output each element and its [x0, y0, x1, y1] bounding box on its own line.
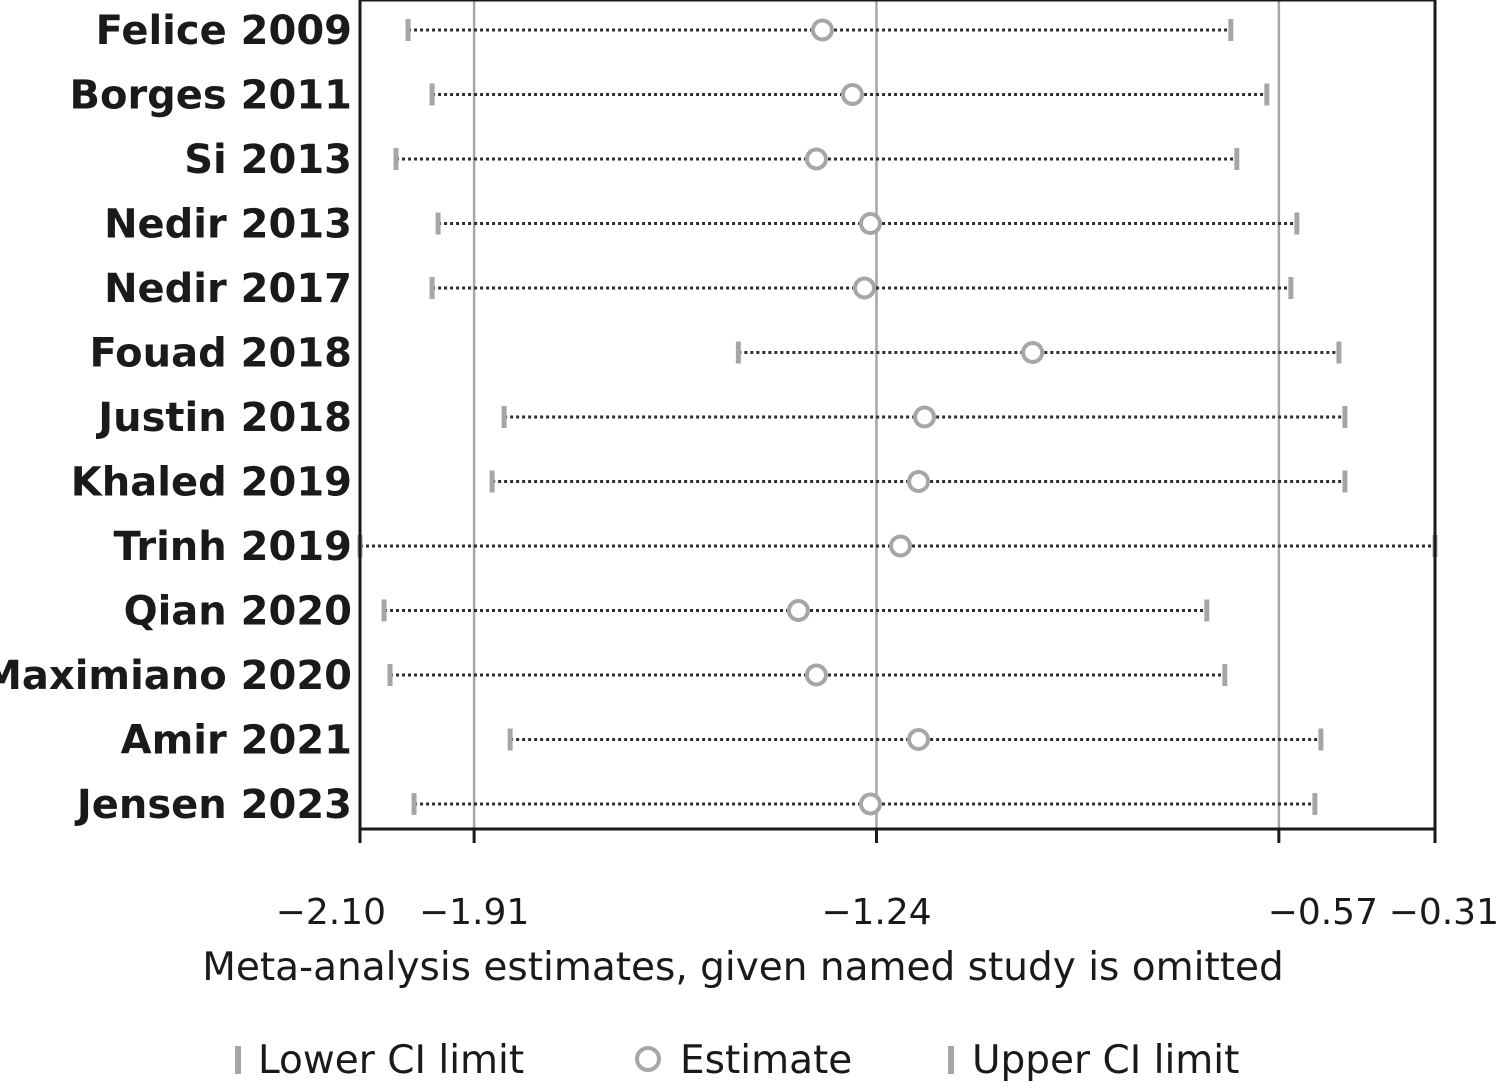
study-label: Jensen 2023: [74, 782, 352, 828]
estimate-marker: [907, 470, 931, 493]
legend-lower-ci-label: Lower CI limit: [258, 1038, 524, 1083]
plot-frame: [358, 0, 1437, 831]
estimate-marker: [907, 728, 931, 751]
reference-lines: [472, 0, 1281, 829]
study-row: Amir 2021: [121, 718, 1324, 764]
x-tick-label: −0.57: [1268, 892, 1378, 933]
study-label: Maximiano 2020: [0, 653, 352, 699]
estimate-marker: [913, 405, 937, 429]
study-row: Jensen 2023: [74, 782, 1318, 828]
study-row: Maximiano 2020: [0, 653, 1228, 699]
estimate-marker: [1021, 341, 1045, 364]
estimate-marker: [858, 792, 882, 816]
x-tick-label: −1.24: [821, 892, 931, 933]
estimate-marker: [786, 599, 810, 622]
estimate-marker: [804, 147, 828, 171]
study-row: Felice 2009: [96, 8, 1234, 54]
x-tick-label: −1.91: [419, 892, 529, 933]
study-row: Nedir 2013: [104, 202, 1300, 248]
study-row: Trinh 2019: [113, 524, 1438, 570]
x-tick-label: −0.31: [1389, 892, 1499, 933]
study-row: Si 2013: [184, 137, 1240, 183]
legend-lower-ci-marker: [235, 1046, 241, 1074]
study-label: Fouad 2018: [89, 331, 352, 377]
estimate-marker: [840, 83, 864, 106]
estimate-marker: [858, 212, 882, 235]
study-label: Felice 2009: [96, 8, 352, 54]
study-label: Qian 2020: [124, 589, 352, 635]
study-label: Si 2013: [184, 137, 352, 183]
estimate-marker: [852, 276, 876, 300]
estimate-marker: [804, 663, 828, 687]
x-axis-title: Meta-analysis estimates, given named stu…: [202, 945, 1284, 990]
study-label: Nedir 2013: [104, 202, 352, 248]
study-row: Borges 2011: [69, 73, 1270, 119]
study-label: Khaled 2019: [71, 460, 352, 506]
estimate-marker: [810, 18, 834, 42]
estimate-marker: [889, 534, 913, 558]
study-row: Qian 2020: [124, 589, 1210, 635]
study-label: Justin 2018: [95, 395, 352, 441]
x-axis-ticks: −2.10 −1.91 −1.24 −0.57 −0.31: [276, 829, 1499, 933]
legend-estimate-label: Estimate: [680, 1038, 852, 1083]
legend-estimate-marker: [635, 1046, 661, 1072]
legend-upper-ci-marker: [948, 1046, 954, 1074]
study-row: Justin 2018: [95, 395, 1348, 441]
study-label: Amir 2021: [121, 718, 352, 764]
study-label: Trinh 2019: [113, 524, 352, 570]
legend: Lower CI limit Estimate Upper CI limit: [235, 1038, 1239, 1083]
study-row: Fouad 2018: [89, 331, 1342, 377]
legend-upper-ci-label: Upper CI limit: [972, 1038, 1239, 1083]
x-tick-label: −2.10: [276, 892, 386, 933]
study-row: Khaled 2019: [71, 460, 1348, 506]
study-label: Nedir 2017: [104, 266, 352, 312]
study-label: Borges 2011: [69, 73, 352, 119]
study-rows: Felice 2009 Borges 2011 Si 2013 Nedir 2013 N…: [0, 8, 1438, 828]
study-row: Nedir 2017: [104, 266, 1294, 312]
